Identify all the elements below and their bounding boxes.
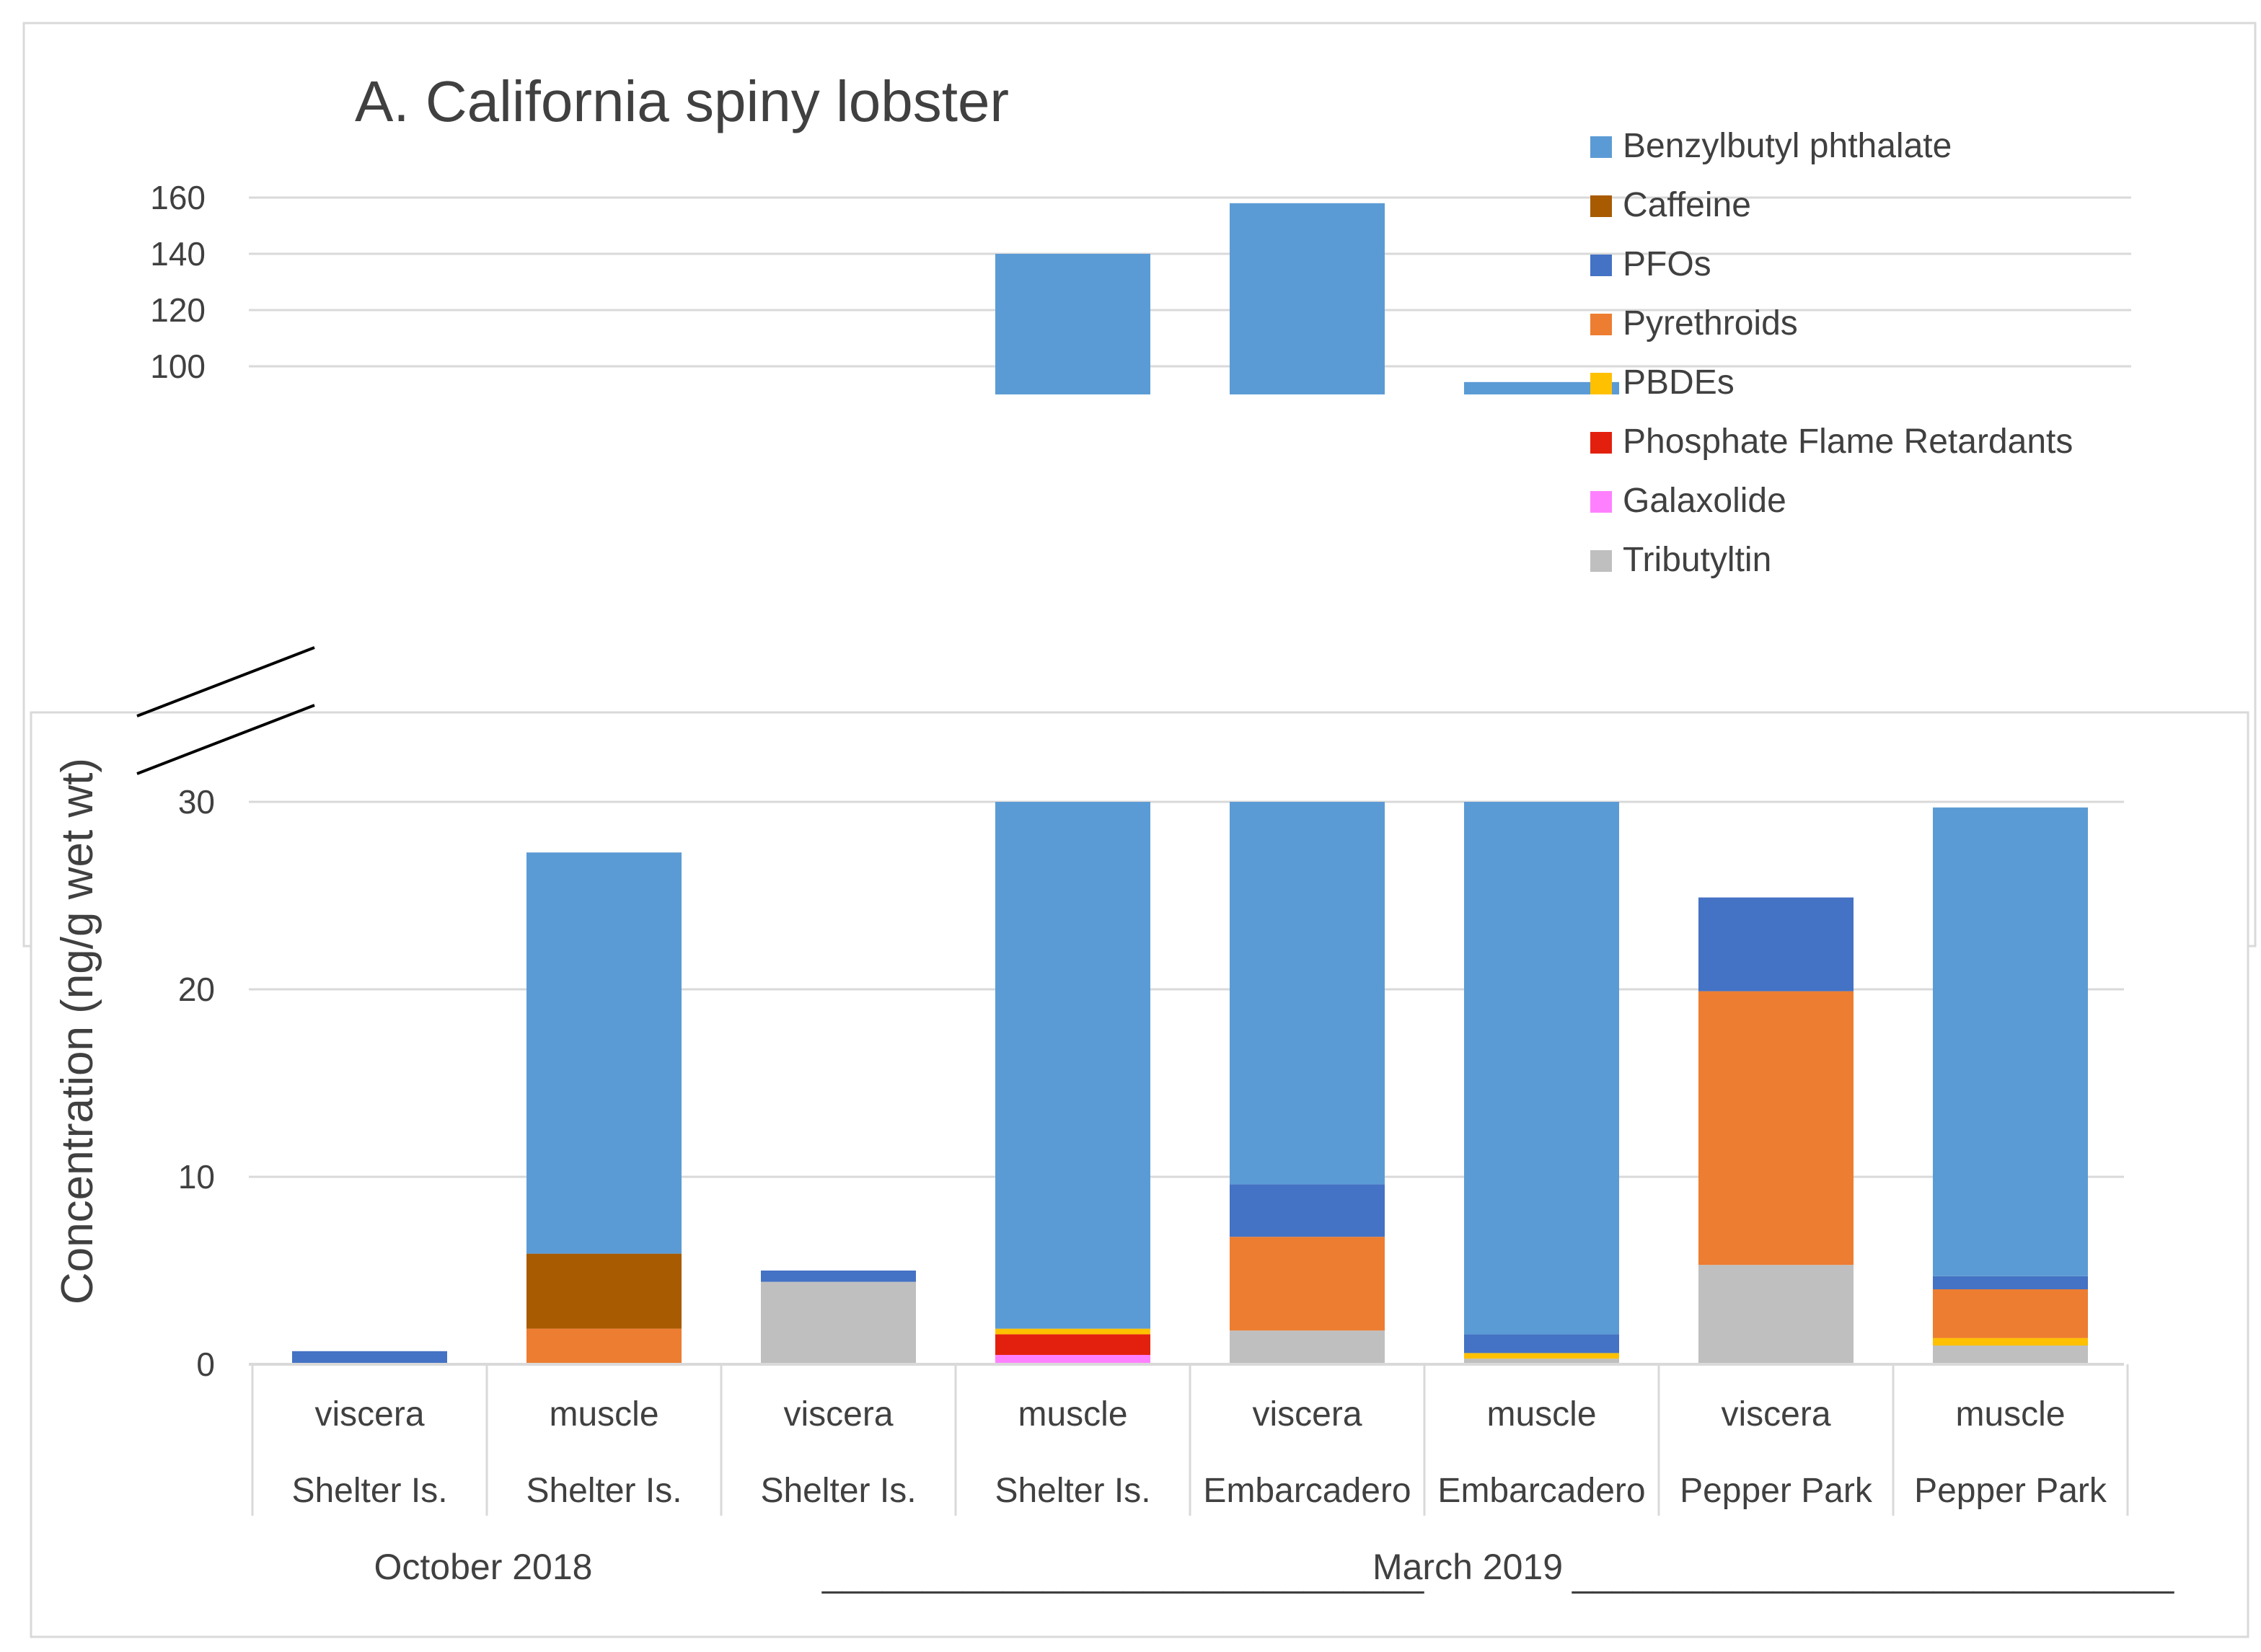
x-tick-site-6: Embarcadero [1437, 1472, 1645, 1510]
x-tick-site-8: Pepper Park [1914, 1472, 2107, 1510]
x-tick-tissue-3: viscera [783, 1395, 893, 1434]
bar-8-pfos-lower [1933, 1276, 2088, 1289]
bar-4-benzylbutyl-phthalate-upper [995, 254, 1150, 394]
upper-y-tick-100: 100 [150, 348, 206, 385]
bar-6-pbdes-lower [1464, 1353, 1619, 1359]
legend: Benzylbutyl phthalate Caffeine PFOs Pyrethr… [1590, 127, 2073, 579]
legend-label-pfos: PFOs [1623, 245, 1711, 283]
legend-label-pyrethroids: Pyrethroids [1623, 304, 1798, 343]
legend-label-benzylbutyl-phthalate: Benzylbutyl phthalate [1623, 127, 1952, 165]
legend-swatch-benzylbutyl-phthalate [1590, 136, 1612, 158]
lower-y-tick-20: 20 [178, 971, 215, 1008]
group-dashes-right: ______________________________ [1572, 1554, 2174, 1594]
lower-y-tick-labels: 0 10 20 30 [178, 783, 215, 1383]
legend-swatch-phosphate-flame-retardants [1590, 432, 1612, 454]
legend-label-caffeine: Caffeine [1623, 186, 1751, 224]
x-tick-site-2: Shelter Is. [526, 1472, 682, 1510]
upper-y-tick-160: 160 [150, 179, 206, 216]
y-axis-label: Concentration (ng/g wet wt) [53, 758, 102, 1304]
group-label-october-2018: October 2018 [374, 1547, 593, 1587]
legend-label-pbdes: PBDEs [1623, 363, 1735, 402]
bar-7-tributyltin-lower [1698, 1265, 1854, 1364]
legend-label-galaxolide: Galaxolide [1623, 482, 1786, 520]
bar-8-pbdes-lower [1933, 1338, 2088, 1346]
bar-6-benzylbutyl-phthalate-lower [1464, 802, 1619, 1335]
bar-7-pfos-lower [1698, 897, 1854, 991]
upper-bars [995, 203, 1619, 394]
x-tick-tissue-6: muscle [1486, 1395, 1596, 1434]
legend-swatch-pyrethroids [1590, 314, 1612, 335]
bar-4-phosphate-flame-retardants-lower [995, 1334, 1150, 1355]
bar-2-benzylbutyl-phthalate-lower [526, 852, 682, 1254]
group-dashes-left: ______________________________ [821, 1554, 1424, 1594]
axis-break-mark-upper [136, 646, 315, 717]
legend-swatch-caffeine [1590, 195, 1612, 217]
lower-bars [292, 802, 2088, 1364]
bar-8-tributyltin-lower [1933, 1346, 2088, 1364]
chart-title: A. California spiny lobster [355, 69, 1009, 133]
upper-gridlines [249, 196, 2131, 368]
lower-y-tick-0: 0 [196, 1346, 215, 1383]
axis-break-mark-lower [136, 704, 315, 775]
bar-3-pfos-lower [761, 1271, 916, 1282]
x-tick-site-4: Shelter Is. [995, 1472, 1150, 1510]
bar-2-pyrethroids-lower [526, 1328, 682, 1364]
x-axis: viscera Shelter Is. muscle Shelter Is. visce… [249, 1363, 2129, 1516]
bar-6-pfos-lower [1464, 1334, 1619, 1353]
bar-5-pyrethroids-lower [1230, 1237, 1385, 1331]
legend-swatch-tributyltin [1590, 550, 1612, 572]
x-tick-site-3: Shelter Is. [760, 1472, 916, 1510]
x-tick-tissue-4: muscle [1018, 1395, 1127, 1434]
bar-6-tributyltin-lower [1464, 1359, 1619, 1364]
legend-label-tributyltin: Tributyltin [1623, 541, 1771, 579]
bar-3-tributyltin-lower [761, 1281, 916, 1364]
bar-1-pfos-lower [292, 1351, 447, 1364]
legend-swatch-pfos [1590, 255, 1612, 276]
x-tick-tissue-7: viscera [1721, 1395, 1830, 1434]
x-tick-tissue-8: muscle [1955, 1395, 2065, 1434]
legend-swatch-pbdes [1590, 373, 1612, 394]
x-tick-tissue-5: viscera [1252, 1395, 1362, 1434]
bar-4-pbdes-lower [995, 1328, 1150, 1335]
x-tick-tissue-2: muscle [549, 1395, 658, 1434]
bar-2-caffeine-lower [526, 1253, 682, 1329]
bar-5-tributyltin-lower [1230, 1330, 1385, 1364]
bar-8-pyrethroids-lower [1933, 1289, 2088, 1338]
bar-4-benzylbutyl-phthalate-lower [995, 802, 1150, 1329]
bar-5-pfos-lower [1230, 1184, 1385, 1237]
bar-5-benzylbutyl-phthalate-lower [1230, 802, 1385, 1185]
x-tick-tissue-1: viscera [314, 1395, 424, 1434]
x-tick-site-7: Pepper Park [1680, 1472, 1873, 1510]
lower-y-tick-30: 30 [178, 783, 215, 821]
lower-y-tick-10: 10 [178, 1158, 215, 1196]
x-tick-site-5: Embarcadero [1203, 1472, 1411, 1510]
upper-y-tick-labels: 100 120 140 160 [150, 179, 206, 385]
upper-y-tick-140: 140 [150, 235, 206, 273]
bar-8-benzylbutyl-phthalate-lower [1933, 807, 2088, 1276]
bar-5-benzylbutyl-phthalate-upper [1230, 203, 1385, 394]
legend-label-phosphate-flame-retardants: Phosphate Flame Retardants [1623, 423, 2073, 461]
bar-4-galaxolide-lower [995, 1355, 1150, 1364]
group-label-march-2019: March 2019 [1372, 1547, 1563, 1587]
bar-6-benzylbutyl-phthalate-upper [1464, 381, 1619, 394]
x-tick-site-1: Shelter Is. [291, 1472, 447, 1510]
legend-swatch-galaxolide [1590, 491, 1612, 513]
bar-7-pyrethroids-lower [1698, 991, 1854, 1265]
upper-y-tick-120: 120 [150, 291, 206, 329]
